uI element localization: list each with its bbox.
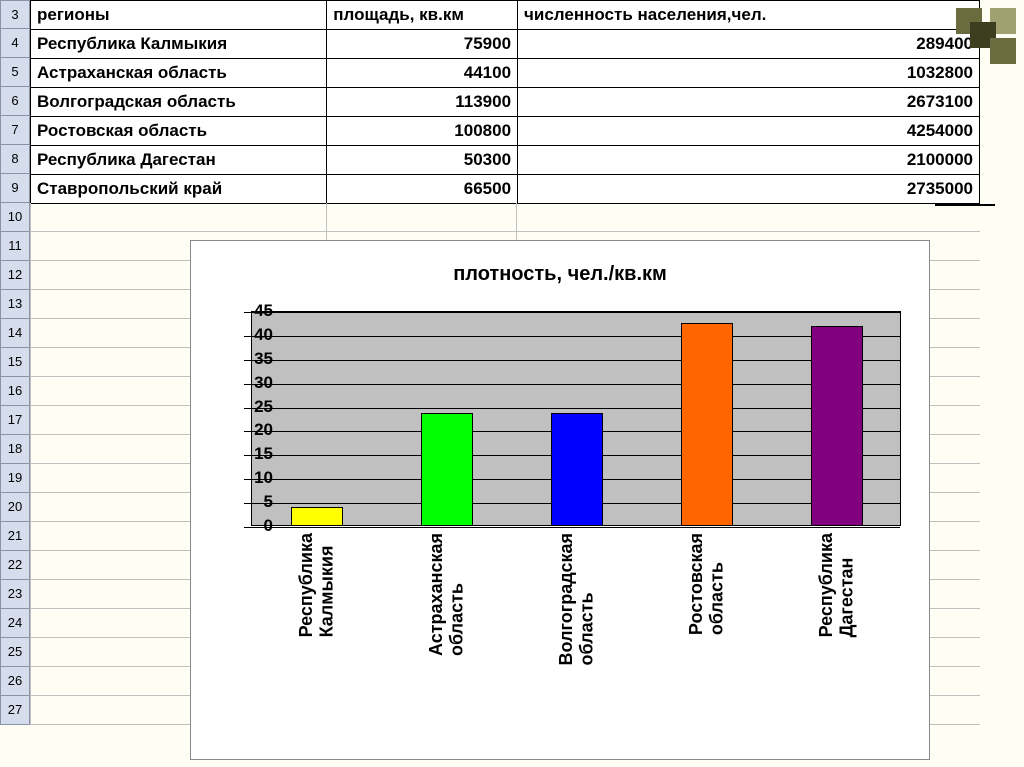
spreadsheet-view: 3456789101112131415161718192021222324252…	[0, 0, 1024, 767]
row-header[interactable]: 12	[0, 261, 30, 290]
row-header[interactable]: 17	[0, 406, 30, 435]
row-header[interactable]: 20	[0, 493, 30, 522]
row-header[interactable]: 11	[0, 232, 30, 261]
x-axis-label: Республика Дагестан	[816, 533, 857, 637]
row-header[interactable]: 5	[0, 58, 30, 87]
cell[interactable]: 2735000	[518, 175, 980, 204]
cell[interactable]: Республика Дагестан	[31, 146, 327, 175]
y-axis-label: 40	[233, 325, 273, 345]
y-axis-label: 0	[233, 516, 273, 536]
row-header[interactable]: 22	[0, 551, 30, 580]
row-header[interactable]: 19	[0, 464, 30, 493]
row-headers: 3456789101112131415161718192021222324252…	[0, 0, 30, 725]
table-row[interactable]: Волгоградская область1139002673100	[31, 88, 980, 117]
y-axis-label: 45	[233, 301, 273, 321]
row-header[interactable]: 15	[0, 348, 30, 377]
header-cell-area[interactable]: площадь, кв.км	[327, 1, 518, 30]
bar	[681, 323, 733, 525]
cell[interactable]: 100800	[327, 117, 518, 146]
table-row[interactable]: Республика Калмыкия75900289400	[31, 30, 980, 59]
cell[interactable]: 289400	[518, 30, 980, 59]
y-axis-label: 10	[233, 468, 273, 488]
row-header[interactable]: 6	[0, 87, 30, 116]
row-header[interactable]: 9	[0, 174, 30, 203]
data-table[interactable]: регионы площадь, кв.км численность насел…	[30, 0, 980, 204]
cell[interactable]: 50300	[327, 146, 518, 175]
y-axis-label: 5	[233, 492, 273, 512]
row-header[interactable]: 23	[0, 580, 30, 609]
row-header[interactable]: 25	[0, 638, 30, 667]
y-axis-label: 35	[233, 349, 273, 369]
row-header[interactable]: 27	[0, 696, 30, 725]
cell[interactable]: 2100000	[518, 146, 980, 175]
cell[interactable]: Республика Калмыкия	[31, 30, 327, 59]
row-header[interactable]: 18	[0, 435, 30, 464]
cell[interactable]: 1032800	[518, 59, 980, 88]
row-header[interactable]: 16	[0, 377, 30, 406]
cell[interactable]: 44100	[327, 59, 518, 88]
row-header[interactable]: 14	[0, 319, 30, 348]
cell[interactable]: 75900	[327, 30, 518, 59]
row-header[interactable]: 7	[0, 116, 30, 145]
row-header[interactable]: 24	[0, 609, 30, 638]
row-header[interactable]: 26	[0, 667, 30, 696]
y-axis-label: 25	[233, 397, 273, 417]
cell[interactable]: Астраханская область	[31, 59, 327, 88]
header-cell-regions[interactable]: регионы	[31, 1, 327, 30]
cell[interactable]: Ростовская область	[31, 117, 327, 146]
y-axis-label: 20	[233, 420, 273, 440]
bar	[811, 326, 863, 525]
y-axis-label: 15	[233, 444, 273, 464]
bar	[421, 413, 473, 525]
decorative-squares	[956, 8, 1016, 68]
x-axis-label: Волгоградская область	[556, 533, 597, 665]
bar	[291, 507, 343, 525]
cell[interactable]: Ставропольский край	[31, 175, 327, 204]
cell[interactable]: Волгоградская область	[31, 88, 327, 117]
table-header-row[interactable]: регионы площадь, кв.км численность насел…	[31, 1, 980, 30]
row-header[interactable]: 3	[0, 0, 30, 29]
table-row[interactable]: Ставропольский край665002735000	[31, 175, 980, 204]
row-header[interactable]: 4	[0, 29, 30, 58]
empty-row[interactable]	[30, 203, 980, 232]
density-chart[interactable]: плотность, чел./кв.км 0 5 10 15 20 25 30 35 40 45…	[190, 240, 930, 760]
y-axis-label: 30	[233, 373, 273, 393]
table-row[interactable]: Республика Дагестан503002100000	[31, 146, 980, 175]
x-axis-label: Республика Калмыкия	[296, 533, 337, 637]
cell[interactable]: 2673100	[518, 88, 980, 117]
row-header[interactable]: 8	[0, 145, 30, 174]
header-cell-population[interactable]: численность населения,чел.	[518, 1, 980, 30]
chart-plot-area	[251, 311, 901, 526]
bar	[551, 413, 603, 525]
decorative-line	[935, 204, 995, 206]
row-header[interactable]: 13	[0, 290, 30, 319]
cell[interactable]: 66500	[327, 175, 518, 204]
x-axis-label: Ростовская область	[686, 533, 727, 635]
row-header[interactable]: 21	[0, 522, 30, 551]
x-axis-label: Астраханская область	[426, 533, 467, 656]
cell[interactable]: 113900	[327, 88, 518, 117]
cell[interactable]: 4254000	[518, 117, 980, 146]
chart-title: плотность, чел./кв.км	[191, 263, 929, 286]
table-row[interactable]: Ростовская область1008004254000	[31, 117, 980, 146]
row-header[interactable]: 10	[0, 203, 30, 232]
table-row[interactable]: Астраханская область441001032800	[31, 59, 980, 88]
